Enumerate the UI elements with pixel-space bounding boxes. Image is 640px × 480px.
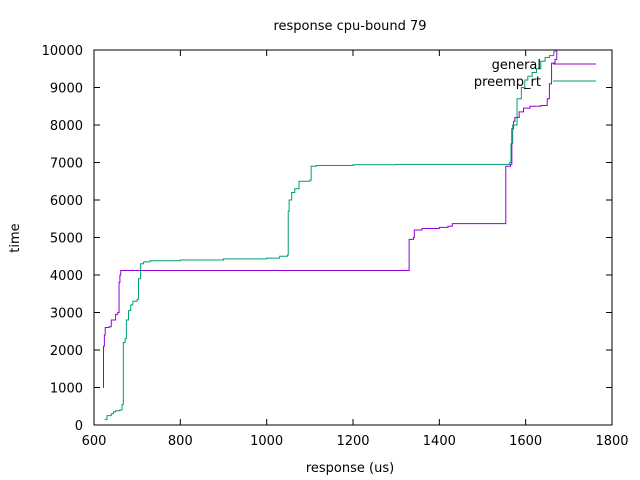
legend-label-general: general: [492, 58, 541, 73]
x-tick-label: 600: [82, 434, 107, 449]
series-lines: [103, 50, 558, 420]
y-tick-label: 9000: [50, 82, 83, 97]
x-tick-label: 1200: [336, 434, 369, 449]
series-line-general: [103, 50, 558, 388]
y-tick-label: 8000: [50, 119, 83, 134]
chart-title: response cpu-bound 79: [273, 19, 426, 34]
x-tick-label: 1800: [595, 434, 628, 449]
axis-ticks: 600 800 1000 1200 1400 1600 1800 0 1000 2000 3000 4…: [42, 44, 629, 449]
plot-area-frame: [93, 49, 613, 426]
y-tick-label: 4000: [50, 269, 83, 284]
legend: general preemp_rt: [474, 58, 596, 90]
series-line-preemp-rt: [104, 50, 556, 420]
x-axis-label: response (us): [306, 461, 394, 476]
x-tick-label: 1000: [250, 434, 283, 449]
y-tick-label: 6000: [50, 194, 83, 209]
y-tick-label: 10000: [42, 44, 83, 59]
x-tick-label: 1400: [423, 434, 456, 449]
y-tick-label: 7000: [50, 157, 83, 172]
y-tick-label: 1000: [50, 382, 83, 397]
y-tick-label: 3000: [50, 307, 83, 322]
x-tick-label: 800: [168, 434, 193, 449]
legend-label-preemp-rt: preemp_rt: [474, 75, 541, 90]
y-axis-label: time: [8, 223, 23, 252]
y-tick-label: 5000: [50, 232, 83, 247]
x-tick-label: 1600: [509, 434, 542, 449]
y-tick-label: 2000: [50, 344, 83, 359]
y-tick-label: 0: [75, 419, 83, 434]
